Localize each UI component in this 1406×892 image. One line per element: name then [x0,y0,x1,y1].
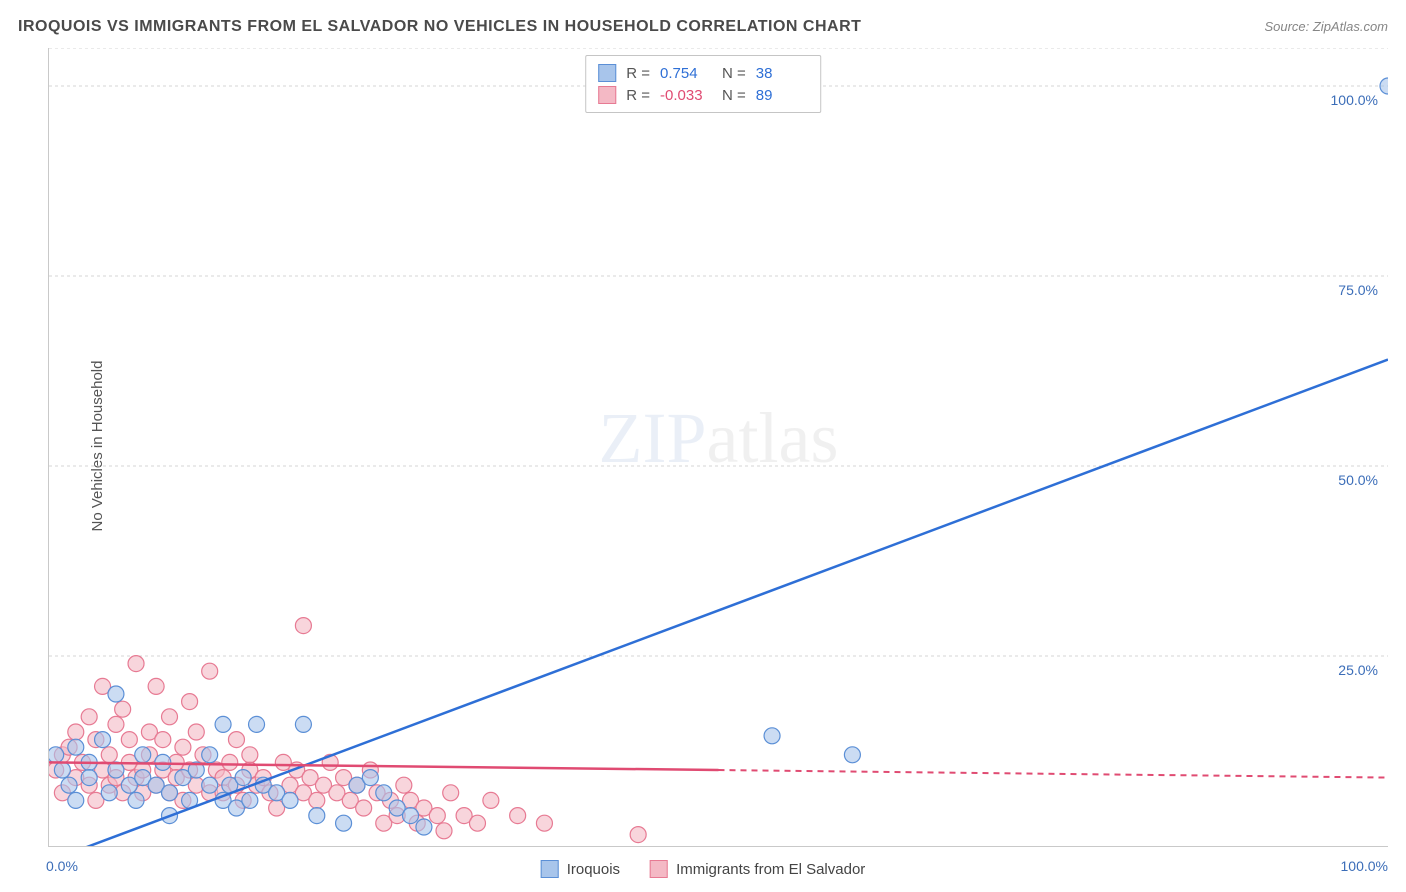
legend-label-el-salvador: Immigrants from El Salvador [676,861,865,878]
n-value-el-salvador: 89 [756,87,808,104]
series-legend: Iroquois Immigrants from El Salvador [541,860,866,878]
correlation-legend-row-1: R = 0.754 N = 38 [598,62,808,84]
title-bar: IROQUOIS VS IMMIGRANTS FROM EL SALVADOR … [18,18,1388,36]
swatch-el-salvador [598,86,616,104]
legend-item-iroquois: Iroquois [541,860,620,878]
r-value-el-salvador: -0.033 [660,87,712,104]
x-tick-100: 100.0% [1341,858,1388,874]
swatch-iroquois [598,64,616,82]
correlation-legend: R = 0.754 N = 38 R = -0.033 N = 89 [585,55,821,113]
legend-label-iroquois: Iroquois [567,861,620,878]
swatch-iroquois-bottom [541,860,559,878]
r-value-iroquois: 0.754 [660,65,712,82]
source-attribution: Source: ZipAtlas.com [1264,19,1388,34]
chart-svg [49,48,1388,846]
legend-item-el-salvador: Immigrants from El Salvador [650,860,865,878]
chart-plot-area: ZIPatlas [48,48,1388,847]
n-value-iroquois: 38 [756,65,808,82]
correlation-legend-row-2: R = -0.033 N = 89 [598,84,808,106]
swatch-el-salvador-bottom [650,860,668,878]
x-tick-0: 0.0% [46,858,78,874]
chart-title: IROQUOIS VS IMMIGRANTS FROM EL SALVADOR … [18,18,861,36]
